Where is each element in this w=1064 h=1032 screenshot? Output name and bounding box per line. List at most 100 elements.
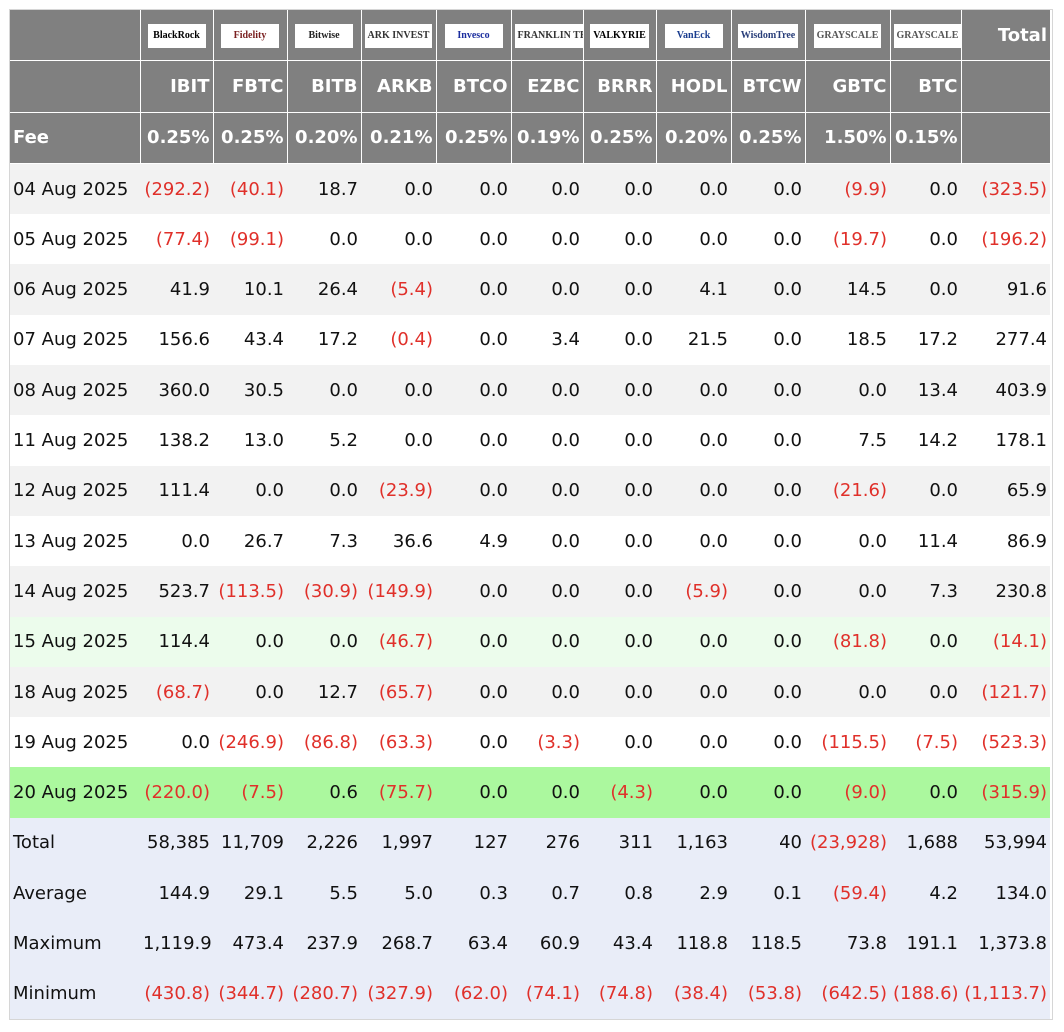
summary-label: Minimum [10, 968, 140, 1019]
flow-value: (292.2) [140, 163, 213, 215]
flow-value: 0.0 [140, 717, 213, 768]
issuer-logo: GRAYSCALE [813, 24, 882, 49]
issuer-logo: ARK INVEST [364, 24, 433, 49]
summary-value: 127 [436, 817, 511, 869]
flow-value: (5.4) [361, 264, 436, 315]
flow-value: 0.0 [731, 214, 805, 265]
flow-value: 14.2 [890, 415, 961, 466]
flow-value: 7.3 [287, 515, 361, 567]
flow-value: 0.0 [731, 767, 805, 818]
data-row: 19 Aug 2025 0.0 (246.9) (86.8) (63.3) 0.0 (3.3… [10, 717, 1050, 768]
flow-value: 0.0 [436, 767, 511, 818]
logo-cell: BlackRock [140, 10, 214, 62]
data-row: 18 Aug 2025 (68.7) 0.0 12.7 (65.7) 0.0 0.0 0.0 0… [10, 666, 1050, 718]
summary-value: 58,385 [140, 817, 213, 869]
summary-value: (188.6) [890, 968, 961, 1019]
flow-value: 0.0 [656, 415, 731, 466]
summary-label: Average [10, 868, 140, 919]
flow-value: 0.0 [583, 365, 656, 416]
issuer-logo: VanEck [664, 24, 723, 49]
fee: 1.50% [805, 112, 891, 164]
flow-value: 523.7 [140, 566, 213, 617]
flow-value: 0.0 [731, 163, 805, 215]
flow-value: 0.0 [583, 616, 656, 667]
summary-value: 1,997 [361, 817, 436, 869]
flow-value: (75.7) [361, 767, 436, 818]
flow-value: (315.9) [961, 767, 1050, 818]
flow-value: (0.4) [361, 314, 436, 366]
summary-row: Minimum (430.8) (344.7) (280.7) (327.9) (62.0… [10, 968, 1050, 1019]
summary-value: 11,709 [213, 817, 287, 869]
flow-value: (113.5) [213, 566, 287, 617]
flow-value: 0.0 [436, 465, 511, 516]
date: 07 Aug 2025 [10, 314, 140, 366]
logo-cell: VALKYRIE [583, 10, 657, 62]
data-row: 12 Aug 2025 111.4 0.0 0.0 (23.9) 0.0 0.0 0.0 0.0… [10, 465, 1050, 516]
flow-value: 17.2 [287, 314, 361, 366]
data-row: 08 Aug 2025 360.0 30.5 0.0 0.0 0.0 0.0 0.0 0.0 0.… [10, 365, 1050, 416]
flow-value: 0.0 [731, 365, 805, 416]
summary-value: 0.1 [731, 868, 805, 919]
flow-value: 0.0 [287, 214, 361, 265]
fee: 0.25% [583, 112, 657, 164]
flow-value: 0.0 [731, 515, 805, 567]
flow-value: (86.8) [287, 717, 361, 768]
flow-value: 0.0 [511, 365, 583, 416]
logo-row: BlackRock Fidelity Bitwise ARK INVEST Invesc… [10, 10, 1050, 62]
flow-value: 138.2 [140, 415, 213, 466]
flow-value: 0.0 [213, 616, 287, 667]
flow-value: 0.0 [361, 365, 436, 416]
flow-value: 26.4 [287, 264, 361, 315]
flow-value: 7.3 [890, 566, 961, 617]
flow-value: (5.9) [656, 566, 731, 617]
flow-value: 0.0 [140, 515, 213, 567]
flow-value: (63.3) [361, 717, 436, 768]
summary-value: 5.0 [361, 868, 436, 919]
flow-value: 114.4 [140, 616, 213, 667]
flow-value: 13.4 [890, 365, 961, 416]
fee: 0.20% [656, 112, 732, 164]
summary-value: 53,994 [961, 817, 1050, 869]
flow-value: 11.4 [890, 515, 961, 567]
flow-value: (3.3) [511, 717, 583, 768]
flow-value: 0.0 [583, 264, 656, 315]
flow-value: 0.0 [583, 566, 656, 617]
issuer-logo: GRAYSCALE [893, 24, 960, 49]
flow-value: 4.9 [436, 515, 511, 567]
flow-value: (115.5) [805, 717, 890, 768]
flow-value: (21.6) [805, 465, 890, 516]
logo-cell: WisdomTree [731, 10, 806, 62]
empty-cell [961, 112, 1050, 164]
logo-cell: ARK INVEST [361, 10, 437, 62]
flow-value: 0.0 [361, 163, 436, 215]
flow-value: 0.0 [583, 214, 656, 265]
flow-value: 156.6 [140, 314, 213, 366]
flow-value: (77.4) [140, 214, 213, 265]
flow-value: 0.0 [213, 666, 287, 718]
fee: 0.25% [140, 112, 214, 164]
issuer-logo: Fidelity [221, 24, 279, 49]
summary-value: (74.8) [583, 968, 656, 1019]
summary-value: 237.9 [287, 918, 361, 969]
fee: 0.21% [361, 112, 437, 164]
summary-value: 473.4 [213, 918, 287, 969]
flow-value: (149.9) [361, 566, 436, 617]
ticker-row: IBIT FBTC BITB ARKB BTCO EZBC BRRR HODL BTCW GBTC… [10, 60, 1050, 113]
flow-value: (65.7) [361, 666, 436, 718]
flow-value: 0.0 [436, 666, 511, 718]
flow-value: 0.0 [511, 163, 583, 215]
flow-value: 0.0 [731, 666, 805, 718]
flow-value: 360.0 [140, 365, 213, 416]
data-row: 15 Aug 2025 114.4 0.0 0.0 (46.7) 0.0 0.0 0.0 0.0… [10, 616, 1050, 667]
summary-value: 63.4 [436, 918, 511, 969]
ticker: BITB [287, 60, 362, 113]
flow-value: 7.5 [805, 415, 890, 466]
logo-cell: Bitwise [287, 10, 362, 62]
flow-value: 0.0 [890, 616, 961, 667]
summary-label: Maximum [10, 918, 140, 969]
flow-value: 0.0 [805, 515, 890, 567]
summary-row: Maximum 1,119.9 473.4 237.9 268.7 63.4 60.9 43.… [10, 918, 1050, 969]
flow-value: 0.0 [361, 415, 436, 466]
flow-value: (9.9) [805, 163, 890, 215]
flow-value: 111.4 [140, 465, 213, 516]
